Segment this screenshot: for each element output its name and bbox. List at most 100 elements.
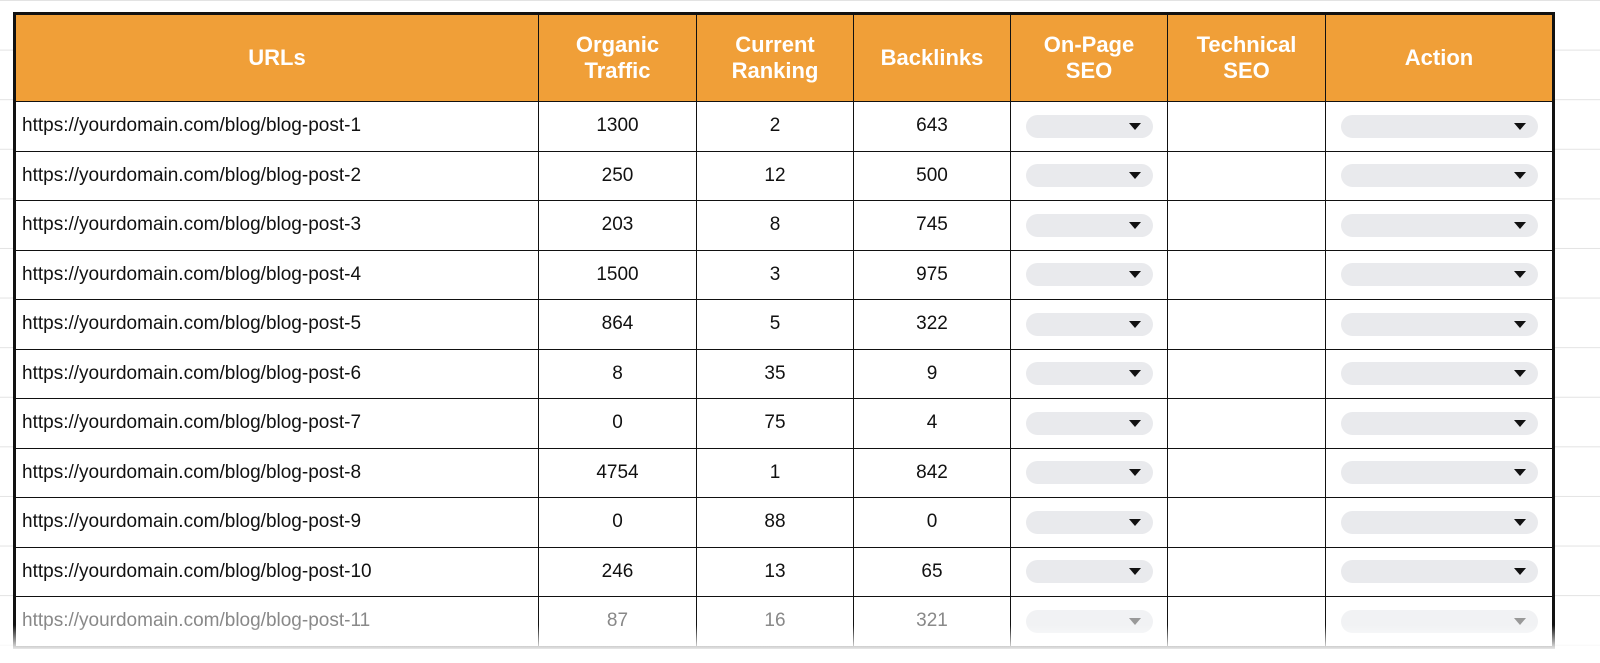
caret-down-icon <box>1128 221 1141 229</box>
caret-down-icon <box>1513 122 1526 130</box>
url-cell: https://yourdomain.com/blog/blog-post-5 <box>14 299 539 350</box>
technical-seo-cell[interactable] <box>1167 299 1326 350</box>
column-header-url: URLs <box>14 13 539 102</box>
action-dropdown[interactable] <box>1340 114 1538 138</box>
on-page-seo-cell <box>1010 150 1168 201</box>
action-cell <box>1325 101 1554 152</box>
action-dropdown[interactable] <box>1340 560 1538 584</box>
caret-down-icon <box>1128 122 1141 130</box>
backlinks-cell: 975 <box>853 249 1011 300</box>
backlinks-cell: 842 <box>853 447 1011 498</box>
current-ranking-cell: 1 <box>696 447 854 498</box>
backlinks-cell: 745 <box>853 200 1011 251</box>
organic-traffic-cell: 1300 <box>538 101 697 152</box>
current-ranking-cell: 88 <box>696 497 854 548</box>
on-page-seo-dropdown[interactable] <box>1025 164 1153 188</box>
url-cell: https://yourdomain.com/blog/blog-post-3 <box>14 200 539 251</box>
technical-seo-cell[interactable] <box>1167 348 1326 399</box>
url-cell: https://yourdomain.com/blog/blog-post-10 <box>14 546 539 597</box>
action-cell <box>1325 398 1554 449</box>
action-dropdown[interactable] <box>1340 510 1538 534</box>
technical-seo-cell[interactable] <box>1167 447 1326 498</box>
caret-down-icon <box>1128 617 1141 625</box>
header-row: URLs Organic Traffic Current Ranking Backli… <box>14 13 1554 102</box>
table-row: https://yourdomain.com/blog/blog-post-9 0… <box>14 497 1554 548</box>
on-page-seo-dropdown[interactable] <box>1025 362 1153 386</box>
table-row: https://yourdomain.com/blog/blog-post-10… <box>14 546 1554 597</box>
table-row: https://yourdomain.com/blog/blog-post-3 2… <box>14 200 1554 251</box>
current-ranking-cell: 8 <box>696 200 854 251</box>
column-header-action: Action <box>1325 13 1554 102</box>
action-dropdown[interactable] <box>1340 411 1538 435</box>
caret-down-icon <box>1128 370 1141 378</box>
column-header-ranking: Current Ranking <box>696 13 854 102</box>
organic-traffic-cell: 8 <box>538 348 697 399</box>
backlinks-cell: 500 <box>853 150 1011 201</box>
on-page-seo-dropdown[interactable] <box>1025 411 1153 435</box>
backlinks-cell: 322 <box>853 299 1011 350</box>
current-ranking-cell: 13 <box>696 546 854 597</box>
on-page-seo-cell <box>1010 447 1168 498</box>
caret-down-icon <box>1513 469 1526 477</box>
action-cell <box>1325 447 1554 498</box>
technical-seo-cell[interactable] <box>1167 200 1326 251</box>
action-dropdown[interactable] <box>1340 213 1538 237</box>
caret-down-icon <box>1513 172 1526 180</box>
technical-seo-cell[interactable] <box>1167 101 1326 152</box>
caret-down-icon <box>1513 568 1526 576</box>
column-header-technical: Technical SEO <box>1167 13 1326 102</box>
on-page-seo-dropdown[interactable] <box>1025 510 1153 534</box>
caret-down-icon <box>1513 221 1526 229</box>
on-page-seo-dropdown[interactable] <box>1025 114 1153 138</box>
technical-seo-cell[interactable] <box>1167 497 1326 548</box>
caret-down-icon <box>1513 271 1526 279</box>
organic-traffic-cell: 250 <box>538 150 697 201</box>
technical-seo-cell[interactable] <box>1167 150 1326 201</box>
caret-down-icon <box>1128 518 1141 526</box>
on-page-seo-dropdown[interactable] <box>1025 312 1153 336</box>
caret-down-icon <box>1128 172 1141 180</box>
fade-overlay <box>0 625 1600 663</box>
current-ranking-cell: 12 <box>696 150 854 201</box>
backlinks-cell: 643 <box>853 101 1011 152</box>
on-page-seo-dropdown[interactable] <box>1025 560 1153 584</box>
action-dropdown[interactable] <box>1340 312 1538 336</box>
on-page-seo-cell <box>1010 299 1168 350</box>
caret-down-icon <box>1128 469 1141 477</box>
current-ranking-cell: 35 <box>696 348 854 399</box>
action-dropdown[interactable] <box>1340 362 1538 386</box>
action-dropdown[interactable] <box>1340 263 1538 287</box>
action-cell <box>1325 348 1554 399</box>
url-cell: https://yourdomain.com/blog/blog-post-7 <box>14 398 539 449</box>
organic-traffic-cell: 246 <box>538 546 697 597</box>
on-page-seo-cell <box>1010 200 1168 251</box>
current-ranking-cell: 75 <box>696 398 854 449</box>
technical-seo-cell[interactable] <box>1167 546 1326 597</box>
caret-down-icon <box>1513 370 1526 378</box>
backlinks-cell: 4 <box>853 398 1011 449</box>
caret-down-icon <box>1128 419 1141 427</box>
current-ranking-cell: 2 <box>696 101 854 152</box>
on-page-seo-dropdown[interactable] <box>1025 461 1153 485</box>
action-dropdown[interactable] <box>1340 461 1538 485</box>
technical-seo-cell[interactable] <box>1167 249 1326 300</box>
action-dropdown[interactable] <box>1340 164 1538 188</box>
seo-table: URLs Organic Traffic Current Ranking Backli… <box>13 12 1555 649</box>
url-cell: https://yourdomain.com/blog/blog-post-6 <box>14 348 539 399</box>
organic-traffic-cell: 864 <box>538 299 697 350</box>
on-page-seo-dropdown[interactable] <box>1025 213 1153 237</box>
action-cell <box>1325 249 1554 300</box>
organic-traffic-cell: 1500 <box>538 249 697 300</box>
url-cell: https://yourdomain.com/blog/blog-post-1 <box>14 101 539 152</box>
organic-traffic-cell: 4754 <box>538 447 697 498</box>
caret-down-icon <box>1513 320 1526 328</box>
table-row: https://yourdomain.com/blog/blog-post-8 4… <box>14 447 1554 498</box>
on-page-seo-cell <box>1010 249 1168 300</box>
column-header-onpage: On-Page SEO <box>1010 13 1168 102</box>
backlinks-cell: 65 <box>853 546 1011 597</box>
table-row: https://yourdomain.com/blog/blog-post-6 8… <box>14 348 1554 399</box>
on-page-seo-dropdown[interactable] <box>1025 263 1153 287</box>
url-cell: https://yourdomain.com/blog/blog-post-8 <box>14 447 539 498</box>
technical-seo-cell[interactable] <box>1167 398 1326 449</box>
